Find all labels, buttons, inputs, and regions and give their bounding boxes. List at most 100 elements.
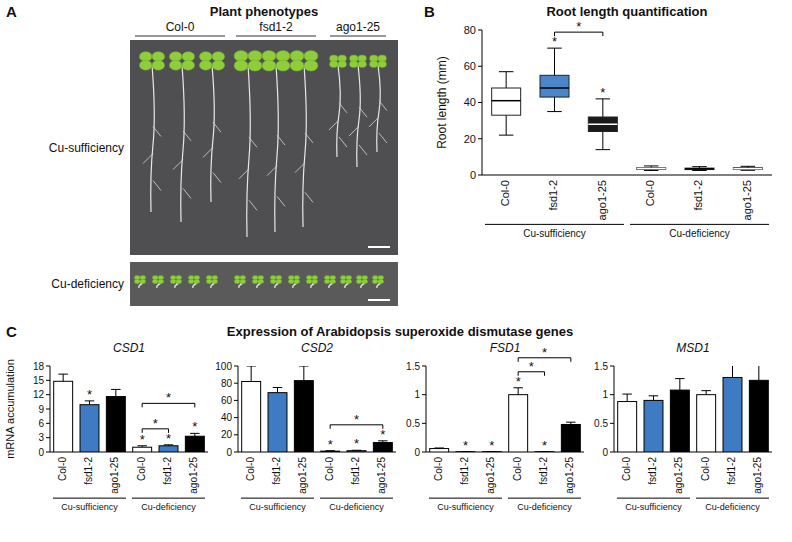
seedling bbox=[234, 275, 245, 288]
photo-background bbox=[130, 262, 398, 306]
column-rule bbox=[135, 36, 225, 37]
seedling bbox=[139, 52, 164, 212]
error-bar bbox=[728, 366, 737, 377]
x-tick-label: fsd1-2 bbox=[538, 457, 549, 485]
y-tick-label: 0.5 bbox=[406, 418, 420, 429]
chart-title: Root length quantification bbox=[546, 4, 707, 19]
lateral-root bbox=[239, 169, 249, 179]
group-label: Cu-sufficiency bbox=[437, 502, 494, 512]
leaf bbox=[340, 279, 346, 283]
y-tick-label: 3 bbox=[38, 432, 44, 443]
significance-star: * bbox=[529, 359, 534, 374]
significance-star: * bbox=[166, 431, 171, 446]
bar bbox=[749, 380, 768, 452]
leaf bbox=[169, 60, 182, 70]
leaf bbox=[370, 61, 378, 68]
x-tick-label: ago1-25 bbox=[752, 457, 763, 494]
x-tick-label: Col-0 bbox=[57, 457, 68, 481]
whisker-cap bbox=[692, 166, 707, 167]
significance-star: * bbox=[192, 419, 197, 434]
leaf bbox=[199, 60, 212, 70]
y-tick bbox=[478, 102, 482, 103]
group-label: Cu-deficiency bbox=[705, 502, 760, 512]
leaf bbox=[270, 279, 276, 283]
seedling bbox=[306, 275, 317, 288]
y-tick bbox=[610, 452, 614, 453]
bar bbox=[644, 400, 663, 452]
lateral-root bbox=[143, 154, 153, 164]
bar bbox=[185, 436, 204, 452]
median bbox=[492, 100, 521, 102]
leaf bbox=[378, 279, 384, 283]
leaf bbox=[330, 61, 338, 68]
root bbox=[303, 65, 307, 227]
seedling bbox=[262, 51, 290, 233]
y-tick bbox=[234, 366, 238, 367]
leaf bbox=[152, 60, 165, 70]
error-bar bbox=[246, 366, 255, 381]
significance-star: * bbox=[153, 416, 158, 431]
y-tick bbox=[478, 175, 482, 176]
panel-title: Plant phenotypes bbox=[210, 4, 318, 19]
x-tick-label: ago1-25 bbox=[188, 457, 199, 494]
y-tick-label: 1 bbox=[602, 389, 608, 400]
median bbox=[733, 168, 762, 170]
lateral-root bbox=[349, 126, 359, 136]
column-label: ago1-25 bbox=[336, 20, 380, 34]
bar bbox=[509, 395, 528, 452]
error-bar bbox=[675, 379, 684, 390]
scale-bar bbox=[368, 246, 390, 248]
x-tick-label: ago1-25 bbox=[297, 457, 308, 494]
bar bbox=[430, 449, 449, 452]
row-label: Cu-sufficiency bbox=[49, 141, 124, 155]
marks bbox=[618, 366, 769, 452]
y-tick-label: 80 bbox=[464, 24, 476, 36]
lateral-root bbox=[369, 117, 379, 127]
leaf bbox=[234, 60, 248, 71]
x-tick-label: fsd1-2 bbox=[162, 457, 173, 485]
significance-star: * bbox=[516, 374, 521, 389]
x-tick-label: fsd1-2 bbox=[726, 457, 737, 485]
lateral-root bbox=[173, 160, 183, 170]
y-tick bbox=[46, 394, 50, 395]
chart-title: CSD2 bbox=[301, 341, 333, 355]
significance-star: * bbox=[542, 438, 547, 453]
leaf bbox=[212, 279, 218, 283]
y-tick-label: 6 bbox=[38, 418, 44, 429]
x-tick-label: fsd1-2 bbox=[350, 457, 361, 485]
y-tick bbox=[610, 423, 614, 424]
x-axis bbox=[50, 452, 208, 453]
lateral-root bbox=[305, 133, 313, 143]
seedling bbox=[340, 275, 351, 288]
x-tick-label: ago1-25 bbox=[376, 457, 387, 494]
seedling bbox=[369, 55, 387, 152]
y-tick bbox=[234, 434, 238, 435]
y-axis bbox=[614, 366, 615, 452]
lateral-root bbox=[339, 137, 347, 147]
lateral-root bbox=[295, 163, 305, 173]
x-tick-label: ago1-25 bbox=[564, 457, 575, 494]
median bbox=[685, 168, 714, 170]
significance-star: * bbox=[140, 432, 145, 447]
seedling bbox=[329, 55, 347, 157]
marks bbox=[54, 374, 205, 452]
y-tick bbox=[46, 452, 50, 453]
lateral-root bbox=[249, 200, 257, 210]
lateral-root bbox=[153, 181, 161, 191]
leaf bbox=[276, 279, 282, 283]
error-bar bbox=[566, 422, 575, 424]
whisker-cap bbox=[499, 71, 514, 72]
root bbox=[357, 65, 361, 167]
leaf bbox=[304, 60, 318, 71]
seedling bbox=[372, 275, 383, 288]
leaf bbox=[139, 60, 152, 70]
root bbox=[211, 65, 215, 202]
y-tick-label: 0.5 bbox=[594, 418, 608, 429]
group-rule bbox=[320, 498, 393, 499]
x-tick-label: ago1-25 bbox=[109, 457, 120, 494]
figure: APlant phenotypesCol-0fsd1-2ago1-25Cu-su… bbox=[0, 0, 792, 542]
group-label: Cu-sufficiency bbox=[523, 228, 586, 239]
column-rule bbox=[330, 36, 386, 37]
leaf bbox=[346, 279, 352, 283]
leaf bbox=[188, 279, 194, 283]
